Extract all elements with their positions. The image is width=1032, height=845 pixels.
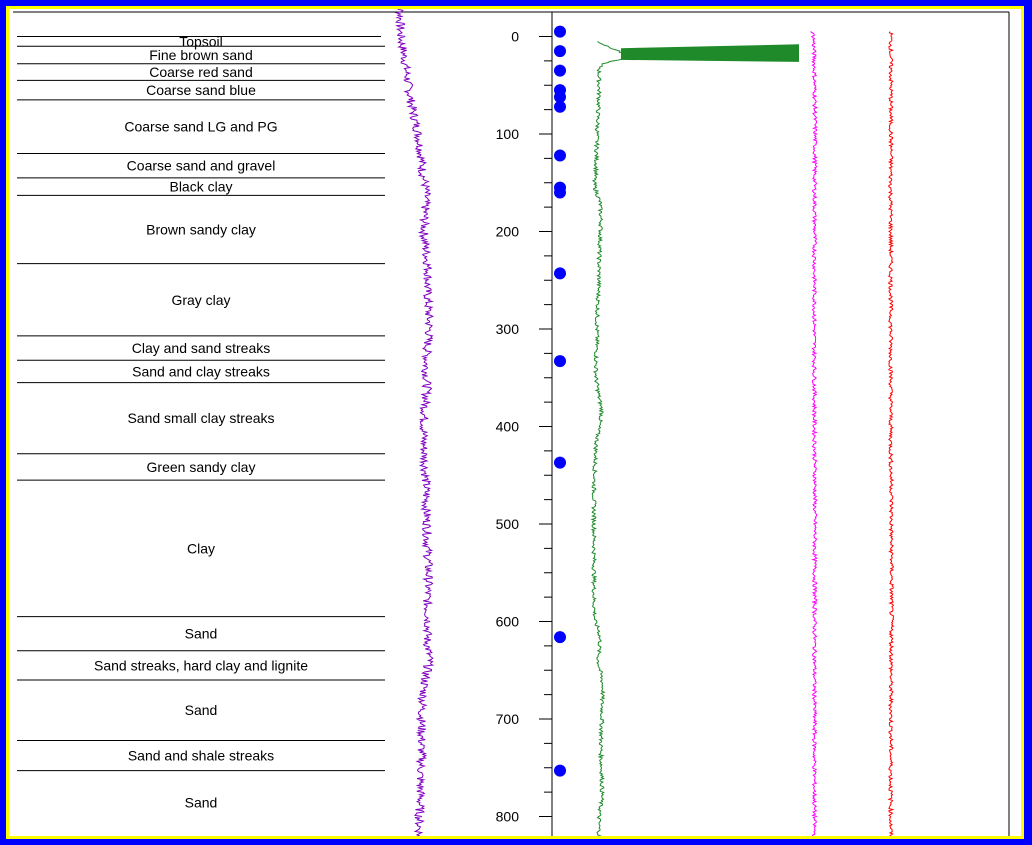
- curve-log4: [887, 31, 895, 845]
- depth-tick-label: 500: [496, 516, 520, 532]
- lithology-label: Coarse red sand: [149, 64, 253, 80]
- lithology-label: Sand: [185, 626, 218, 642]
- curve-log2-spike: [621, 44, 799, 62]
- depth-tick-label: 700: [496, 711, 520, 727]
- sample-marker: [554, 100, 566, 113]
- depth-tick-label: 800: [496, 809, 520, 825]
- sample-marker: [554, 186, 566, 199]
- lithology-label: Topsoil: [179, 33, 223, 49]
- lithology-label: Sand: [185, 702, 218, 718]
- lithology-label: Black clay: [169, 179, 232, 195]
- lithology-label: Gray clay: [171, 292, 230, 308]
- lithology-label: Sand: [185, 794, 218, 810]
- sample-markers: [554, 25, 566, 777]
- depth-tick-label: 600: [496, 614, 520, 630]
- sample-marker: [554, 45, 566, 58]
- curve-log3: [810, 31, 819, 845]
- lithology-label: Green sandy clay: [147, 459, 256, 475]
- lithology-label: Clay: [187, 540, 215, 556]
- depth-tick-label: 200: [496, 224, 520, 240]
- lithology-label: Fine brown sand: [149, 47, 253, 63]
- chart-panel: Topsoil Fine brown sand Coarse red sand Coa…: [6, 0, 1024, 845]
- sample-marker: [554, 90, 566, 103]
- sample-marker: [554, 456, 566, 469]
- log-curves: [394, 0, 895, 845]
- lithology-label: Sand and clay streaks: [132, 363, 270, 379]
- lithology-label: Coarse sand LG and PG: [124, 119, 277, 135]
- curve-log1: [394, 0, 435, 845]
- lithology-label: Sand small clay streaks: [127, 410, 274, 426]
- sample-marker: [554, 25, 566, 38]
- depth-tick-label: 400: [496, 419, 520, 435]
- sample-marker: [554, 631, 566, 644]
- lithology-label: Sand and shale streaks: [128, 748, 274, 764]
- sample-marker: [554, 267, 566, 280]
- sample-marker: [554, 764, 566, 777]
- lithology-label: Coarse sand and gravel: [127, 158, 276, 174]
- lithology-label: Coarse sand blue: [146, 82, 256, 98]
- depth-tick-label: 0: [511, 29, 519, 45]
- curve-log2: [590, 41, 628, 845]
- sample-marker: [554, 64, 566, 77]
- depth-tick-label: 100: [496, 126, 520, 142]
- depth-axis: 0 100 200 300 400 500 600 700 800: [496, 29, 552, 842]
- lithology-label: Brown sandy clay: [146, 222, 256, 238]
- depth-tick-label: 300: [496, 321, 520, 337]
- lithology-label: Sand streaks, hard clay and lignite: [94, 657, 308, 673]
- lithology-label: Clay and sand streaks: [132, 340, 271, 356]
- sample-marker: [554, 355, 566, 368]
- sample-marker: [554, 149, 566, 162]
